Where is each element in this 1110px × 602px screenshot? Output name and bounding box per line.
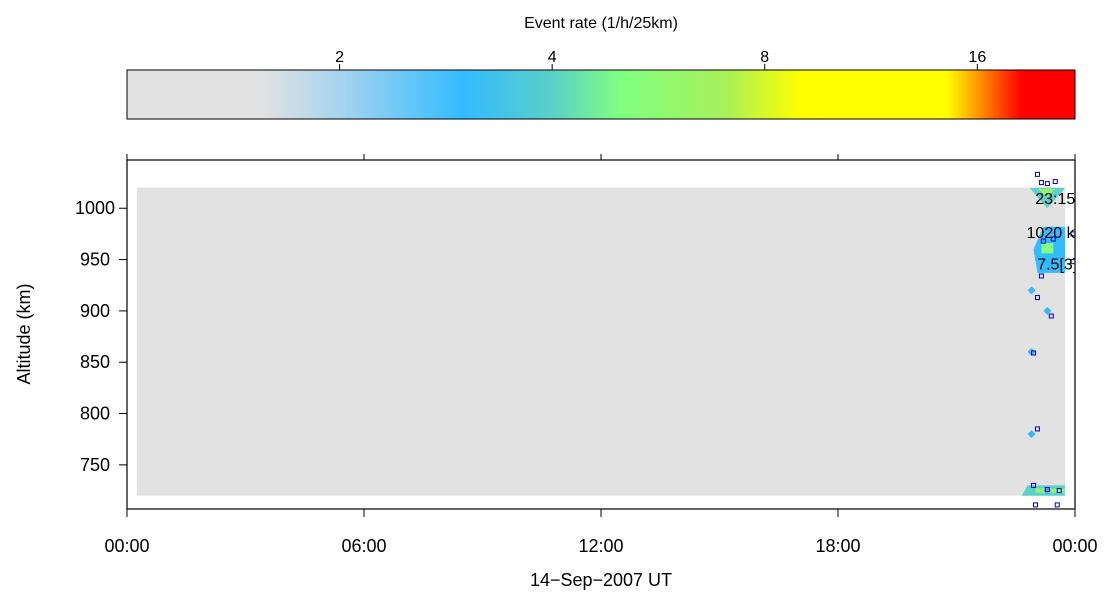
- annotation-label: 7.5[3]: [1037, 257, 1077, 274]
- event-square-marker: [1038, 180, 1044, 186]
- y-tick-label: 800: [80, 404, 110, 424]
- event-square-marker: [1070, 231, 1075, 237]
- annotation-label: 1020 km: [1027, 225, 1088, 242]
- x-tick-label: 00:00: [1052, 536, 1097, 556]
- y-tick-label: 1000: [75, 198, 115, 218]
- x-tick-label: 18:00: [815, 536, 860, 556]
- event-square-marker: [1044, 181, 1050, 187]
- colorbar: [126, 69, 1076, 120]
- colorbar-title: Event rate (1/h/25km): [524, 15, 678, 32]
- x-axis-label: 14−Sep−2007 UT: [530, 570, 672, 590]
- y-tick-label: 850: [80, 352, 110, 372]
- diamond-marker: [1027, 430, 1036, 439]
- event-rate-region: [1029, 187, 1066, 209]
- diamond-marker: [1027, 286, 1036, 295]
- x-tick-label: 00:00: [104, 536, 149, 556]
- x-tick-label: 06:00: [341, 536, 386, 556]
- event-square-marker: [1038, 273, 1044, 279]
- y-tick-label: 900: [80, 301, 110, 321]
- axes: 00:00 06:00 12:00 18:00 00:00 750 800 850 900 950…: [75, 154, 1098, 556]
- event-square-marker: [1034, 295, 1040, 301]
- data-coverage-region: [136, 187, 1066, 496]
- heatmap-layer: 23:15 1020 km 7.5[3]: [136, 171, 1088, 508]
- y-tick-label: 750: [80, 455, 110, 475]
- event-square-marker: [1070, 259, 1075, 265]
- event-square-marker: [1031, 350, 1037, 356]
- colorbar-tick-label: 4: [548, 49, 557, 66]
- x-tick-label: 12:00: [578, 536, 623, 556]
- event-square-marker: [1052, 179, 1058, 185]
- event-square-marker: [1056, 488, 1062, 494]
- event-square-marker: [1048, 313, 1054, 319]
- colorbar-tick-label: 16: [968, 49, 986, 66]
- diamond-marker: [1043, 306, 1052, 315]
- annotation-label: 23:15: [1035, 191, 1075, 208]
- event-square-marker: [1044, 486, 1050, 492]
- event-square-marker: [1034, 426, 1040, 432]
- event-square-marker: [1040, 238, 1046, 244]
- event-rate-region: [1041, 243, 1054, 254]
- colorbar-tick-label: 2: [335, 49, 344, 66]
- event-square-marker: [1034, 171, 1040, 177]
- colorbar-tick-label: 8: [760, 49, 769, 66]
- event-square-marker: [1033, 502, 1038, 508]
- event-rate-region: [1037, 188, 1056, 197]
- y-tick-label: 950: [80, 250, 110, 270]
- event-square-marker: [1031, 482, 1037, 488]
- event-square-marker: [1050, 236, 1056, 242]
- event-square-marker: [1054, 502, 1060, 508]
- y-axis-label: Altitude (km): [14, 283, 34, 384]
